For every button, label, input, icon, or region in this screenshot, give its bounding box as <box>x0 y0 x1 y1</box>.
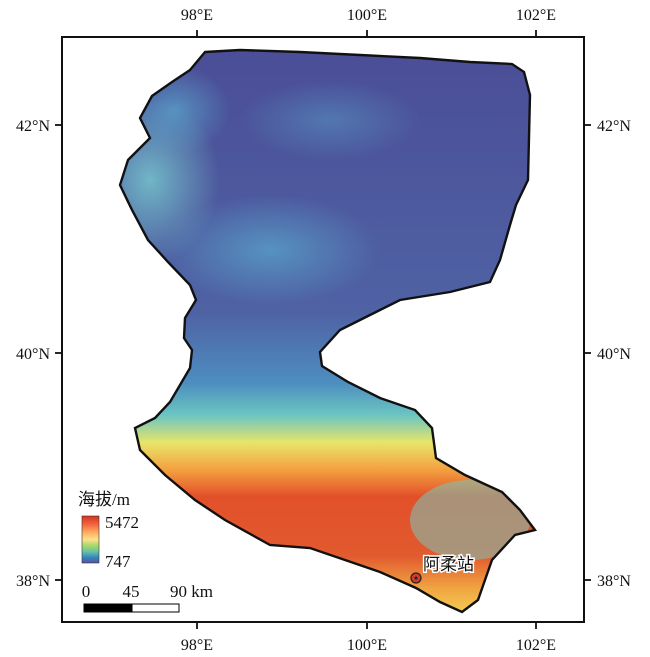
legend-min-label: 747 <box>105 552 131 571</box>
lon-label-bottom-102: 102°E <box>516 637 556 654</box>
scalebar-segment-dark <box>83 603 133 613</box>
map-frame <box>61 36 585 623</box>
legend-title: 海拔/m <box>78 490 130 509</box>
scalebar-label-0: 0 <box>82 582 91 601</box>
legend-colorbar <box>81 515 100 564</box>
scalebar-label-90: 90 km <box>170 582 213 601</box>
lon-label-top-102: 102°E <box>516 7 556 24</box>
lat-label-left-38: 38°N <box>16 573 50 590</box>
station-marker: 阿柔站 <box>410 554 476 584</box>
station-point-center <box>414 576 418 580</box>
lon-label-bottom-100: 100°E <box>347 637 387 654</box>
lat-label-right-40: 40°N <box>597 346 631 363</box>
lon-label-bottom-98: 98°E <box>181 637 213 654</box>
station-label: 阿柔站 <box>423 555 474 574</box>
scalebar-segment-light <box>131 603 180 613</box>
scale-bar: 0 45 90 km <box>82 582 213 613</box>
lon-label-top-100: 100°E <box>347 7 387 24</box>
tick-marks <box>55 30 591 629</box>
scalebar-label-45: 45 <box>123 582 140 601</box>
lat-label-left-42: 42°N <box>16 118 50 135</box>
elevation-legend: 海拔/m 5472 747 <box>78 490 139 571</box>
elevation-relief <box>120 50 535 612</box>
lon-label-top-98: 98°E <box>181 7 213 24</box>
lat-label-right-38: 38°N <box>597 573 631 590</box>
legend-max-label: 5472 <box>105 513 139 532</box>
lat-label-left-40: 40°N <box>16 346 50 363</box>
lat-label-right-42: 42°N <box>597 118 631 135</box>
